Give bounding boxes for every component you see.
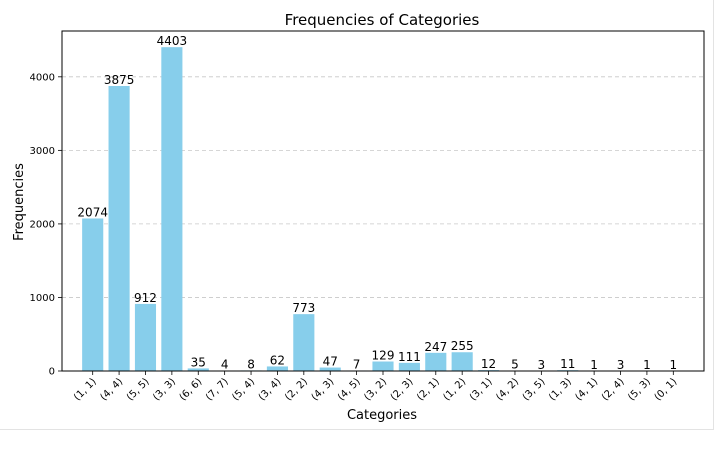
x-tick-label: (5, 5): [125, 376, 152, 403]
x-tick-label: (2, 1): [415, 376, 442, 403]
bar: [451, 352, 473, 371]
bar-value-label: 5: [511, 358, 519, 372]
bar-value-label: 3875: [104, 73, 135, 87]
x-tick-label: (1, 1): [72, 376, 99, 403]
bar-value-label: 8: [247, 357, 255, 371]
bar: [372, 361, 394, 371]
bar: [161, 47, 183, 372]
x-tick-label: (6, 6): [178, 376, 205, 403]
bar: [266, 366, 288, 371]
bar: [293, 314, 315, 371]
bar-value-label: 4: [221, 358, 229, 372]
x-tick-label: (3, 5): [521, 376, 548, 403]
bar-value-label: 4403: [157, 34, 188, 48]
bar-value-label: 3: [538, 358, 546, 372]
x-tick-label: (4, 1): [573, 376, 600, 403]
bar-value-label: 247: [424, 340, 447, 354]
figure-border: [0, 0, 714, 430]
x-tick-label: (4, 3): [310, 376, 337, 403]
bar: [398, 362, 420, 371]
bar-value-label: 62: [270, 353, 285, 367]
y-tick-label: 4000: [30, 72, 55, 83]
y-tick-label: 2000: [30, 219, 55, 230]
bar-value-label: 255: [451, 339, 474, 353]
x-axis-ticks: (1, 1) (4, 4) (5, 5) (3, 3) (6, 6) (7, 7) (5, …: [72, 371, 679, 403]
x-tick-label: (2, 2): [283, 376, 310, 403]
bars: [82, 47, 684, 372]
y-tick-label: 0: [49, 367, 55, 378]
bar-value-label: 47: [323, 355, 338, 369]
bar: [82, 218, 104, 371]
x-tick-label: (3, 4): [257, 376, 284, 403]
bar-value-label: 1: [669, 358, 677, 372]
bar-value-label: 7: [353, 357, 361, 371]
y-axis-ticks: 0 1000 2000 3000 4000: [30, 72, 62, 378]
bar-value-label: 1: [590, 358, 598, 372]
x-axis-label: Categories: [347, 408, 417, 423]
bar-value-label: 1: [643, 358, 651, 372]
x-tick-label: (2, 3): [389, 376, 416, 403]
x-tick-label: (5, 3): [626, 376, 653, 403]
x-tick-label: (3, 3): [151, 376, 178, 403]
bar: [134, 303, 157, 371]
bar: [425, 352, 447, 371]
x-tick-label: (4, 2): [494, 376, 521, 403]
y-tick-label: 1000: [30, 293, 55, 304]
x-tick-label: (0, 1): [653, 376, 680, 403]
bar: [108, 86, 130, 371]
x-tick-label: (3, 2): [362, 376, 389, 403]
x-tick-label: (7, 7): [204, 376, 231, 403]
y-axis-label: Frequencies: [12, 163, 27, 241]
y-gridlines: [62, 76, 704, 298]
bar-value-label: 773: [292, 301, 315, 315]
bar-value-label: 912: [134, 291, 157, 305]
bar: [187, 368, 209, 371]
bar-value-label: 11: [560, 357, 575, 371]
x-tick-label: (5, 4): [230, 376, 257, 403]
bar-value-label: 129: [372, 349, 395, 363]
axes-frame: [61, 30, 705, 372]
x-tick-label: (1, 2): [442, 376, 469, 403]
x-tick-label: (4, 4): [98, 376, 125, 403]
x-tick-label: (2, 4): [600, 376, 627, 403]
bar-value-label: 111: [398, 350, 421, 364]
x-tick-label: (4, 5): [336, 376, 363, 403]
bar: [319, 367, 341, 371]
x-tick-label: (3, 1): [468, 376, 495, 403]
bar-value-label: 2074: [77, 205, 108, 219]
chart-title: Frequencies of Categories: [285, 11, 480, 29]
bar-value-label: 12: [481, 357, 496, 371]
bar-value-label: 3: [617, 358, 625, 372]
x-tick-label: (1, 3): [547, 376, 574, 403]
bar-value-label: 35: [191, 355, 206, 369]
y-tick-label: 3000: [30, 146, 55, 157]
